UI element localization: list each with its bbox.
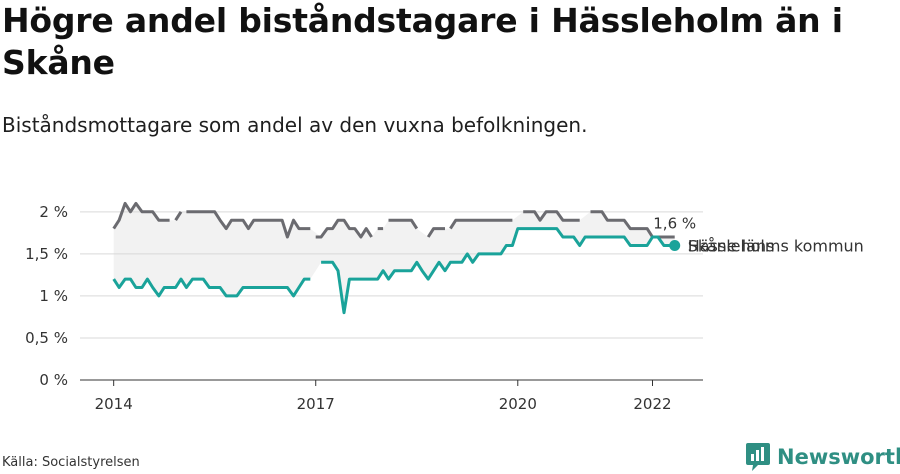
skane-line-segment-9 [590,210,675,239]
source-note: Källa: Socialstyrelsen [2,455,140,470]
x-tick-label-3: 2022 [633,395,671,413]
skane-line-segment-8 [523,210,580,222]
chart-subtitle: Biståndsmottagare som andel av den vuxna… [2,113,588,137]
y-tick-label-1: 0,5 % [25,329,68,347]
chart-title: Högre andel biståndstagare i Hässleholm … [2,1,843,82]
series-lines [112,201,681,315]
range-band [113,203,675,313]
y-axis-labels: 0 % 0,5 % 1 % 1,5 % 2 % [25,203,68,389]
skane-line-segment-2 [186,210,311,239]
hassleholm-line-segment-0 [112,277,311,298]
band-area [113,203,675,313]
y-tick-label-0: 0 % [39,371,68,389]
skane-series-label: Skåne läns [688,236,775,255]
y-tick-label-3: 1,5 % [25,245,68,263]
skane-line-segment-0 [112,201,170,230]
skane-line-segment-3 [315,218,373,239]
y-tick-label-2: 1 % [39,287,68,305]
hassleholm-line-segment-1 [321,227,675,315]
x-tick-label-0: 2014 [95,395,133,413]
y-tick-label-4: 2 % [39,203,68,221]
newsworthy-icon [746,443,770,471]
x-axis-ticks [113,380,653,386]
x-tick-label-1: 2017 [297,395,335,413]
hassleholm-series-label: Hässleholms kommun [688,236,864,255]
skane-line-segment-5 [388,218,419,230]
skane-line-segment-7 [449,218,513,230]
newsworthy-logo[interactable]: Newsworthy [745,442,900,472]
value-annotation: 1,6 % [653,214,696,232]
skane-line-segment-1 [174,210,183,222]
brand-name: Newsworthy [777,445,900,469]
skane-line-segment-6 [426,227,445,238]
x-axis-labels: 2014 2017 2020 2022 [95,395,672,413]
x-tick-label-2: 2020 [499,395,537,413]
hassleholm-end-point [669,239,681,251]
